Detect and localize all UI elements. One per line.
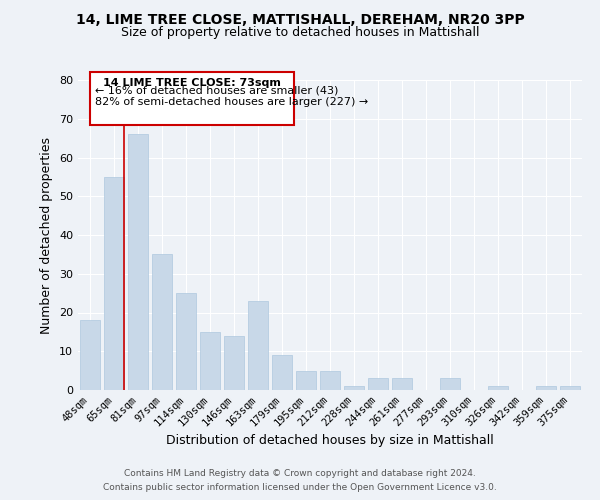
Text: 14 LIME TREE CLOSE: 73sqm: 14 LIME TREE CLOSE: 73sqm <box>103 78 281 88</box>
Text: Contains public sector information licensed under the Open Government Licence v3: Contains public sector information licen… <box>103 484 497 492</box>
Text: Size of property relative to detached houses in Mattishall: Size of property relative to detached ho… <box>121 26 479 39</box>
X-axis label: Distribution of detached houses by size in Mattishall: Distribution of detached houses by size … <box>166 434 494 447</box>
Bar <box>344 386 364 390</box>
Bar <box>200 332 220 390</box>
Bar <box>248 301 268 390</box>
Y-axis label: Number of detached properties: Number of detached properties <box>40 136 53 334</box>
Bar <box>224 336 244 390</box>
Bar <box>80 320 100 390</box>
Bar <box>296 370 316 390</box>
Bar <box>320 370 340 390</box>
Bar <box>536 386 556 390</box>
Text: ← 16% of detached houses are smaller (43): ← 16% of detached houses are smaller (43… <box>95 86 338 96</box>
Bar <box>392 378 412 390</box>
Bar <box>104 177 124 390</box>
Bar <box>368 378 388 390</box>
Bar <box>90 72 294 124</box>
Text: 14, LIME TREE CLOSE, MATTISHALL, DEREHAM, NR20 3PP: 14, LIME TREE CLOSE, MATTISHALL, DEREHAM… <box>76 12 524 26</box>
Bar <box>272 355 292 390</box>
Bar <box>152 254 172 390</box>
Bar <box>560 386 580 390</box>
Text: Contains HM Land Registry data © Crown copyright and database right 2024.: Contains HM Land Registry data © Crown c… <box>124 468 476 477</box>
Bar <box>176 293 196 390</box>
Bar <box>488 386 508 390</box>
Bar <box>128 134 148 390</box>
Bar <box>440 378 460 390</box>
Text: 82% of semi-detached houses are larger (227) →: 82% of semi-detached houses are larger (… <box>95 98 368 108</box>
